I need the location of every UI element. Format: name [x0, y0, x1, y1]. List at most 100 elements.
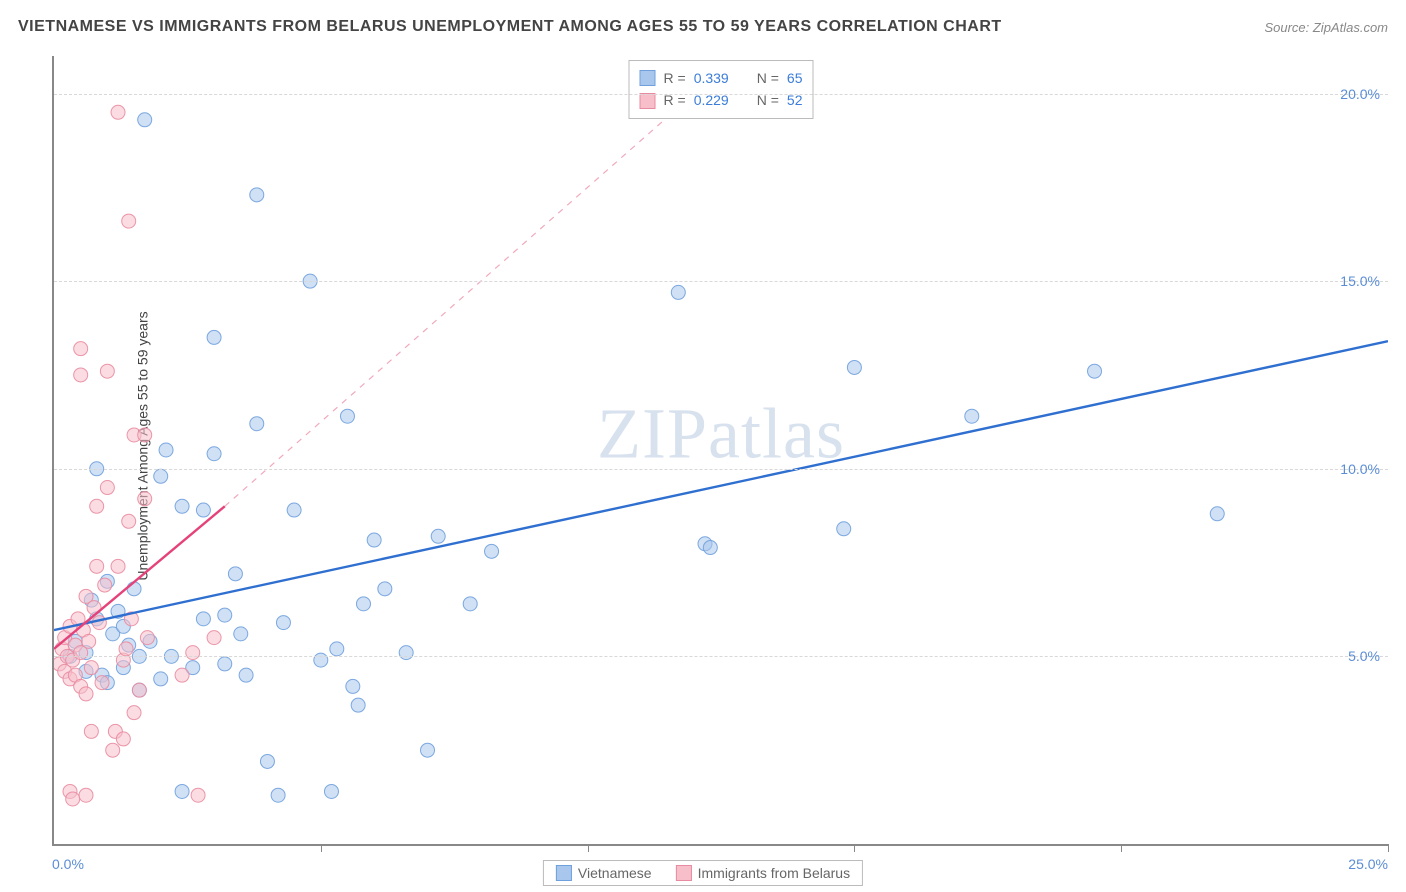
- data-point: [1210, 507, 1224, 521]
- x-tick: [321, 844, 322, 852]
- data-point: [127, 706, 141, 720]
- data-point: [276, 616, 290, 630]
- data-point: [207, 631, 221, 645]
- data-point: [367, 533, 381, 547]
- n-value: 65: [787, 67, 803, 89]
- x-tick: [588, 844, 589, 852]
- legend-swatch: [640, 93, 656, 109]
- data-point: [111, 105, 125, 119]
- data-point: [399, 646, 413, 660]
- data-point: [138, 428, 152, 442]
- y-tick-label: 5.0%: [1348, 648, 1380, 664]
- data-point: [100, 481, 114, 495]
- data-point: [228, 567, 242, 581]
- data-point: [287, 503, 301, 517]
- data-point: [79, 788, 93, 802]
- data-point: [191, 788, 205, 802]
- data-point: [260, 754, 274, 768]
- data-point: [463, 597, 477, 611]
- data-point: [175, 499, 189, 513]
- data-point: [154, 672, 168, 686]
- data-point: [116, 732, 130, 746]
- gridline: [54, 94, 1388, 95]
- data-point: [119, 642, 133, 656]
- data-point: [837, 522, 851, 536]
- data-point: [218, 657, 232, 671]
- data-point: [111, 559, 125, 573]
- data-point: [378, 582, 392, 596]
- x-axis-origin-label: 0.0%: [52, 856, 84, 872]
- data-point: [175, 784, 189, 798]
- legend-label: Immigrants from Belarus: [698, 865, 850, 881]
- data-point: [92, 616, 106, 630]
- data-point: [84, 724, 98, 738]
- data-point: [95, 676, 109, 690]
- data-point: [196, 503, 210, 517]
- data-point: [271, 788, 285, 802]
- gridline: [54, 281, 1388, 282]
- x-tick: [854, 844, 855, 852]
- data-point: [74, 342, 88, 356]
- data-point: [218, 608, 232, 622]
- data-point: [122, 214, 136, 228]
- gridline: [54, 469, 1388, 470]
- r-label: R =: [664, 67, 686, 89]
- data-point: [485, 544, 499, 558]
- legend-swatch: [676, 865, 692, 881]
- data-point: [175, 668, 189, 682]
- data-point: [250, 188, 264, 202]
- data-point: [239, 668, 253, 682]
- n-label: N =: [757, 67, 779, 89]
- source-attribution: Source: ZipAtlas.com: [1264, 20, 1388, 35]
- data-point: [90, 499, 104, 513]
- x-axis-max-label: 25.0%: [1348, 856, 1388, 872]
- data-point: [356, 597, 370, 611]
- data-point: [82, 634, 96, 648]
- legend-swatch: [640, 70, 656, 86]
- r-value: 0.339: [694, 67, 729, 89]
- y-tick-label: 20.0%: [1340, 86, 1380, 102]
- chart-title: VIETNAMESE VS IMMIGRANTS FROM BELARUS UN…: [18, 18, 1002, 36]
- data-point: [1088, 364, 1102, 378]
- data-point: [314, 653, 328, 667]
- data-point: [106, 743, 120, 757]
- data-point: [90, 559, 104, 573]
- data-point: [965, 409, 979, 423]
- y-tick-label: 15.0%: [1340, 273, 1380, 289]
- series-legend: Vietnamese Immigrants from Belarus: [543, 860, 863, 886]
- data-point: [154, 469, 168, 483]
- data-point: [671, 285, 685, 299]
- data-point: [703, 541, 717, 555]
- data-point: [421, 743, 435, 757]
- trend-line: [54, 506, 225, 649]
- trend-line-dashed: [225, 94, 695, 507]
- data-point: [66, 792, 80, 806]
- trend-line: [54, 341, 1388, 630]
- legend-swatch: [556, 865, 572, 881]
- y-tick-label: 10.0%: [1340, 461, 1380, 477]
- data-point: [100, 364, 114, 378]
- data-point: [196, 612, 210, 626]
- x-tick: [1121, 844, 1122, 852]
- data-point: [84, 661, 98, 675]
- data-point: [74, 368, 88, 382]
- stats-legend-row: R = 0.339 N = 65: [640, 67, 803, 89]
- plot-area: ZIPatlas R = 0.339 N = 65 R = 0.229 N = …: [52, 56, 1388, 846]
- data-point: [330, 642, 344, 656]
- data-point: [186, 646, 200, 660]
- data-point: [431, 529, 445, 543]
- data-point: [847, 360, 861, 374]
- data-point: [234, 627, 248, 641]
- data-point: [340, 409, 354, 423]
- data-point: [351, 698, 365, 712]
- data-point: [250, 417, 264, 431]
- chart-svg: [54, 56, 1388, 844]
- data-point: [324, 784, 338, 798]
- data-point: [122, 514, 136, 528]
- gridline: [54, 656, 1388, 657]
- legend-label: Vietnamese: [578, 865, 652, 881]
- legend-item: Immigrants from Belarus: [676, 865, 850, 881]
- data-point: [207, 330, 221, 344]
- data-point: [127, 582, 141, 596]
- data-point: [140, 631, 154, 645]
